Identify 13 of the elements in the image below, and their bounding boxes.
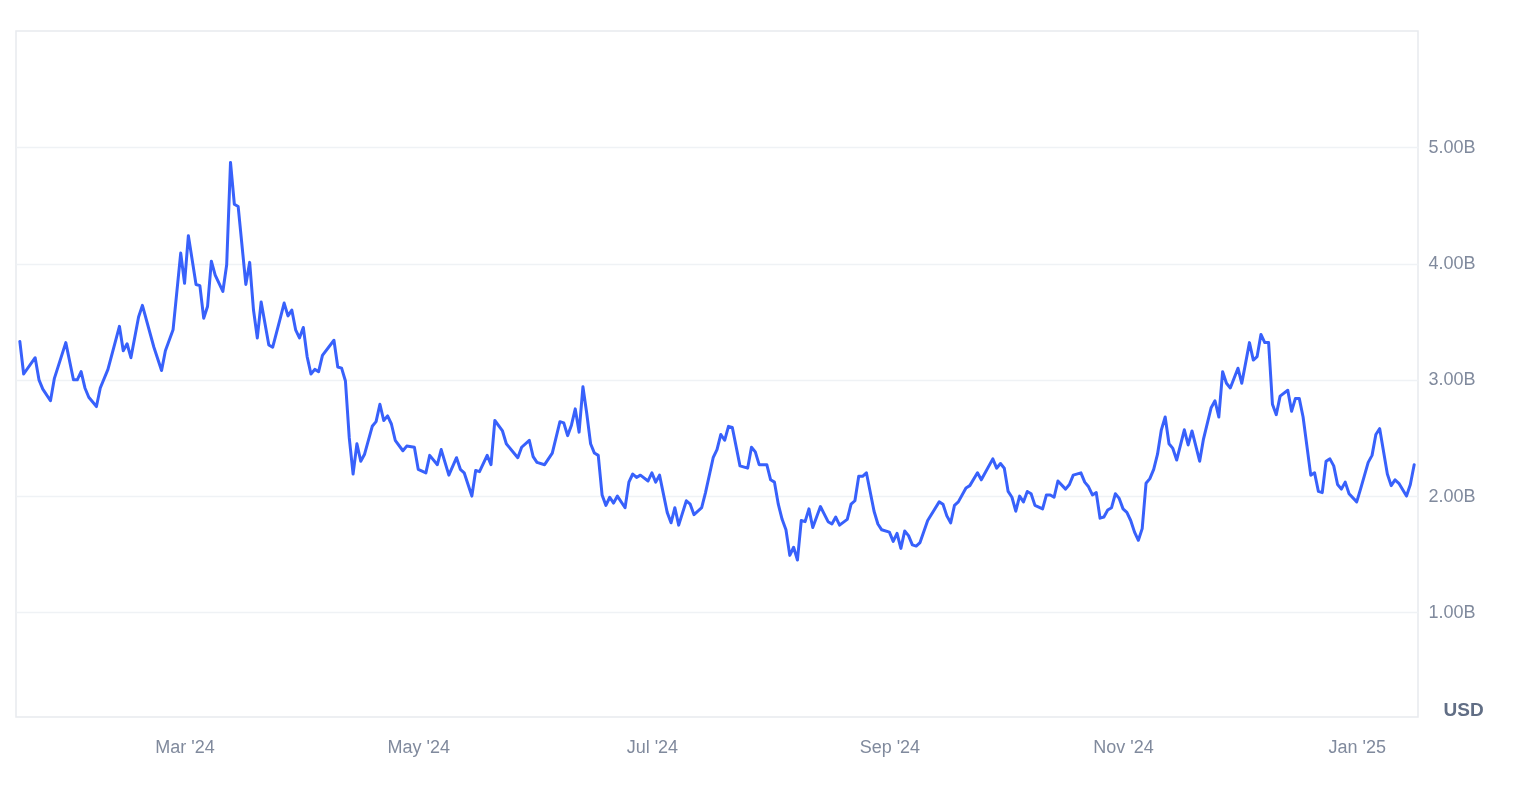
y-axis-title: USD (1443, 698, 1484, 720)
y-tick-label: 3.00B (1428, 369, 1476, 390)
line-series (18, 160, 1416, 562)
x-tick-label: Mar '24 (155, 736, 215, 757)
x-tick-label: Nov '24 (1093, 736, 1154, 757)
x-tick-label: May '24 (387, 736, 450, 757)
x-tick-label: Jul '24 (626, 736, 679, 757)
y-tick-label: 5.00B (1428, 136, 1476, 157)
y-tick-label: 1.00B (1428, 601, 1476, 622)
y-tick-label: 2.00B (1428, 485, 1476, 506)
y-tick-label: 4.00B (1428, 253, 1476, 274)
x-tick-label: Sep '24 (859, 736, 921, 757)
x-tick-label: Jan '25 (1328, 736, 1386, 757)
